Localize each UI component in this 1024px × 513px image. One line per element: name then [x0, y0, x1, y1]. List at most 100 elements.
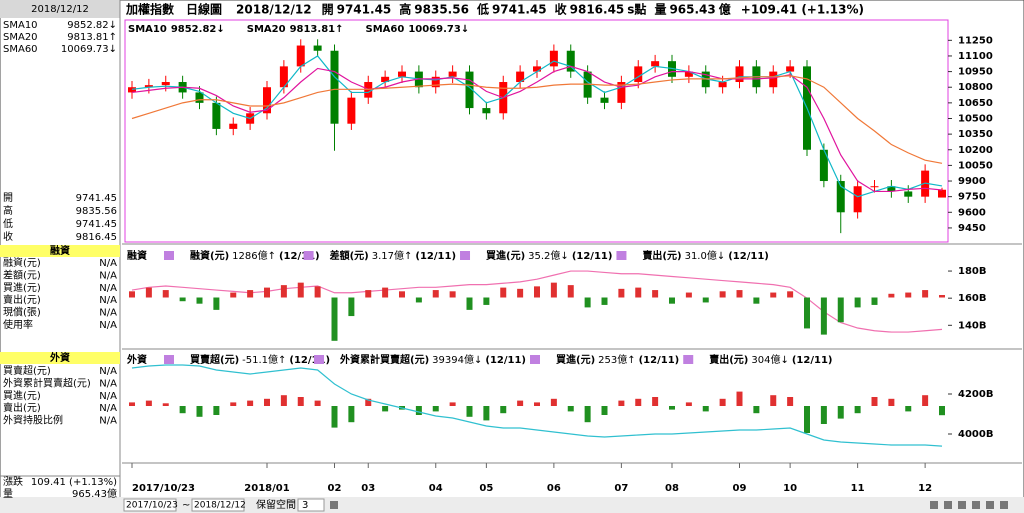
ohlc-value: 9741.45	[76, 193, 117, 204]
sma-line	[131, 55, 943, 198]
icon[interactable]	[930, 501, 938, 509]
candle-body	[718, 82, 727, 88]
bar	[534, 402, 540, 406]
candle-body	[347, 97, 356, 124]
side-row-value: N/A	[99, 366, 117, 377]
header-open-label: 開	[322, 3, 334, 17]
icon[interactable]	[944, 501, 952, 509]
header-period: 日線圖	[186, 2, 222, 17]
bar	[854, 406, 861, 414]
reserve-label: 保留空間	[256, 498, 296, 511]
date-from[interactable]	[123, 498, 177, 512]
bar	[770, 292, 777, 298]
candle-body	[887, 186, 896, 192]
y-tick-label: 10350	[958, 129, 993, 140]
legend-icon[interactable]	[314, 355, 325, 364]
legend-value: 9813.81↑	[290, 24, 344, 35]
icon[interactable]	[986, 501, 994, 509]
bar	[432, 406, 439, 412]
date-sep: ~	[182, 500, 190, 511]
side-row-label: 差額(元)	[3, 268, 41, 281]
legend-icon[interactable]	[530, 355, 540, 364]
icon[interactable]	[330, 501, 338, 509]
side-row-label: 外資累計買賣超(元)	[3, 376, 91, 389]
balance-line	[131, 364, 943, 447]
bar	[500, 287, 507, 298]
panel-title: 外資	[126, 353, 147, 366]
bar	[483, 297, 490, 305]
legend-icon[interactable]	[616, 251, 627, 260]
legend-name: 賣出(元)	[709, 353, 748, 366]
bar	[905, 292, 912, 298]
legend-icon[interactable]	[460, 251, 471, 260]
candle-body	[634, 66, 643, 83]
bar	[145, 287, 152, 298]
bar	[736, 290, 743, 298]
side-row-label: 使用率	[3, 318, 33, 331]
side-bottom-value: 965.43億	[72, 487, 117, 500]
legend-date: (12/11)	[572, 251, 613, 262]
sma-name: SMA20	[3, 32, 38, 43]
side-row-label: 外資持股比例	[3, 414, 63, 427]
price-frame	[124, 19, 949, 243]
header-low: 9741.45	[492, 3, 547, 17]
bar	[331, 406, 338, 428]
candle-body	[684, 71, 693, 77]
y-tick-label: 9600	[958, 207, 986, 218]
bar	[297, 397, 304, 406]
candle-body	[144, 85, 153, 88]
candle-body	[465, 71, 474, 109]
legend-icon[interactable]	[683, 355, 694, 364]
ohlc-value: 9816.45	[76, 232, 117, 243]
side-row-label: 現償(張)	[3, 306, 41, 319]
candle-body	[533, 66, 541, 72]
side-row-value: N/A	[99, 270, 117, 281]
date-to-text: 2018/12/12	[194, 501, 246, 511]
bar	[382, 406, 389, 412]
bar	[247, 290, 254, 298]
bar	[787, 397, 794, 406]
header-date: 2018/12/12	[236, 3, 312, 17]
side-row-value: N/A	[99, 295, 117, 306]
side-row-label: 融資(元)	[3, 257, 41, 269]
icon[interactable]	[958, 501, 966, 509]
icon[interactable]	[972, 501, 980, 509]
bar	[635, 287, 642, 298]
bar	[652, 397, 659, 406]
reserve-input[interactable]	[297, 498, 325, 512]
candle-body	[566, 50, 575, 72]
sma-value: 9813.81↑	[67, 32, 117, 43]
bar	[297, 282, 304, 298]
bar	[415, 406, 422, 415]
legend-icon[interactable]	[303, 251, 314, 260]
date-to[interactable]	[191, 498, 245, 512]
bar	[432, 290, 439, 298]
side-row-value: N/A	[99, 403, 117, 414]
bar	[449, 402, 456, 406]
legend-value: 1286億↑	[232, 249, 276, 262]
legend-date: (12/11)	[415, 251, 456, 262]
candle-body	[161, 82, 170, 86]
side-row-value: N/A	[99, 416, 117, 427]
legend-name: 買進(元)	[556, 353, 595, 366]
legend-date: (12/11)	[728, 251, 769, 262]
bar	[567, 406, 574, 412]
header-open: 9741.45	[337, 3, 392, 17]
bar	[719, 291, 726, 298]
candle-body	[938, 189, 946, 198]
legend-name: 外資累計買賣超(元)	[339, 353, 429, 366]
icon[interactable]	[1000, 501, 1008, 509]
bar	[702, 297, 709, 303]
candle-body	[870, 186, 879, 188]
header-close: 9816.45	[570, 3, 625, 17]
bar	[230, 292, 237, 298]
bar	[905, 406, 912, 412]
legend-icon[interactable]	[164, 251, 174, 260]
bar	[820, 297, 827, 335]
legend-icon[interactable]	[164, 355, 174, 364]
legend-name: 融資(元)	[190, 249, 229, 262]
side-row-label: 買進(元)	[3, 282, 41, 294]
bar	[601, 406, 608, 415]
side-bottom-value: 109.41 (+1.13%)	[31, 477, 117, 488]
y-tick-label: 10950	[958, 67, 993, 78]
